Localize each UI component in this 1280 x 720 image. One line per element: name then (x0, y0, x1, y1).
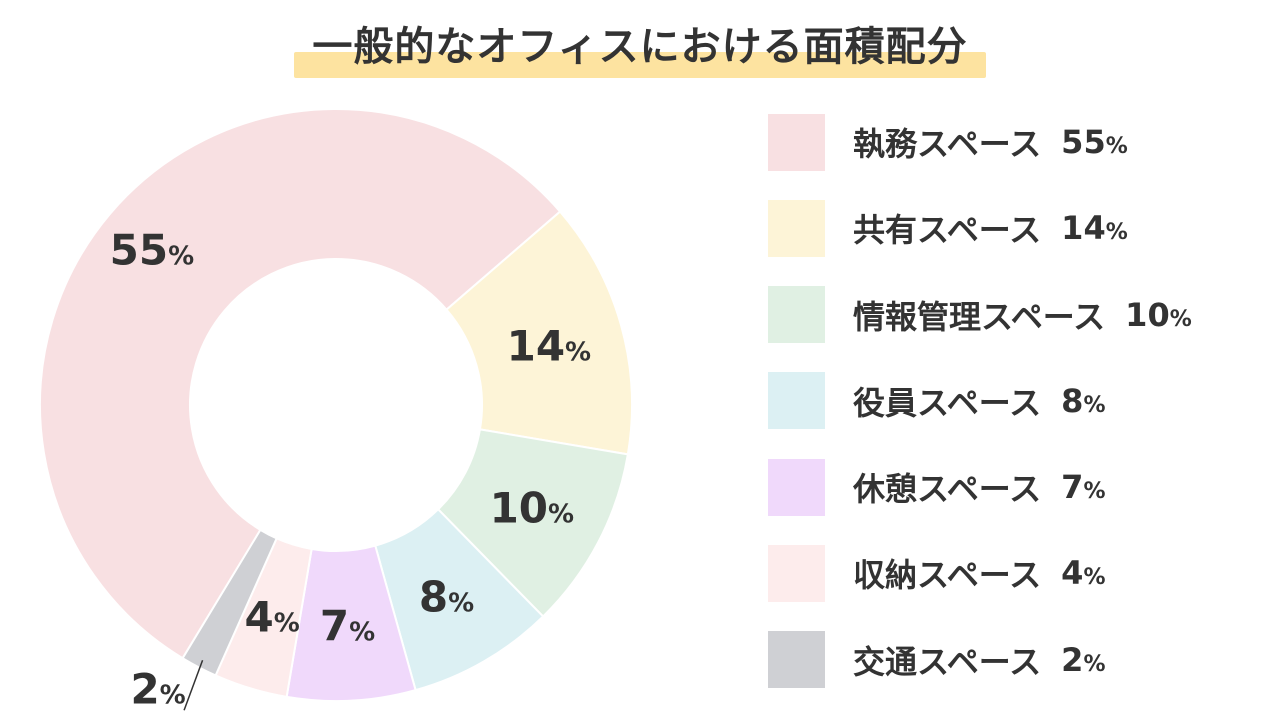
legend-swatch-exec (768, 372, 825, 430)
slice-office (39, 108, 562, 660)
legend-item-exec: 役員スペース 8% (768, 372, 1268, 430)
chart-title: 一般的なオフィスにおける面積配分 (294, 14, 986, 78)
legend-label-office: 執務スペース (853, 125, 1042, 163)
legend-label-shared: 共有スペース (853, 211, 1042, 250)
legend-value-office: 55% (1061, 123, 1128, 161)
legend-item-rest: 休憩スペース 7% (768, 458, 1268, 516)
legend-swatch-rest (768, 458, 825, 516)
legend-swatch-storage (768, 544, 825, 602)
legend-swatch-traffic (768, 631, 825, 689)
legend-label-info: 情報管理スペース (853, 297, 1106, 336)
slice-traffic (181, 528, 278, 677)
data-label-info: 10% (490, 483, 575, 532)
legend-value-storage: 4% (1061, 554, 1106, 593)
legend-unit-info: % (1169, 306, 1192, 332)
legend-unit-traffic: % (1083, 651, 1106, 677)
legend-swatch-office (768, 113, 825, 171)
legend-unit-rest: % (1083, 479, 1106, 505)
legend-label-storage: 収納スペース (853, 556, 1042, 595)
legend-value-shared: 14% (1061, 209, 1128, 248)
slice-shared (445, 210, 633, 456)
legend-unit-storage: % (1083, 565, 1106, 591)
legend-swatch-shared (768, 199, 825, 257)
chart-title-text: 一般的なオフィスにおける面積配分 (312, 24, 968, 70)
data-label-exec: 8% (419, 572, 474, 621)
legend-value-traffic: 2% (1061, 640, 1106, 679)
legend-item-info: 情報管理スペース 10% (768, 286, 1268, 344)
data-label-rest: 7% (320, 602, 375, 651)
data-label-traffic: 2% (130, 664, 185, 713)
legend-label-traffic: 交通スペース (853, 642, 1042, 681)
legend-label-exec: 役員スペース (853, 383, 1042, 422)
donut-chart: 55%14%10%8%7%4%2% (39, 108, 633, 713)
legend-label-rest: 休憩スペース (853, 470, 1042, 509)
legend-item-storage: 収納スペース 4% (768, 544, 1268, 602)
legend-swatch-info (768, 286, 825, 344)
legend-value-rest: 7% (1061, 468, 1106, 507)
legend-item-office: 執務スペース 55% (768, 113, 1268, 171)
legend-value-exec: 8% (1061, 381, 1106, 420)
legend: 執務スペース 55% 共有スペース 14% 情報管理スペース 10% 役員スペース 8% 休憩ス… (768, 113, 1268, 717)
legend-value-info: 10% (1125, 295, 1192, 334)
legend-unit-office: % (1105, 134, 1128, 159)
legend-unit-shared: % (1105, 220, 1128, 246)
legend-item-shared: 共有スペース 14% (768, 199, 1268, 257)
legend-item-traffic: 交通スペース 2% (768, 631, 1268, 689)
data-label-shared: 14% (507, 322, 592, 371)
data-label-office: 55% (110, 225, 195, 274)
chart-title-wrap: 一般的なオフィスにおける面積配分 (0, 14, 1280, 78)
leader-line-traffic (183, 659, 204, 711)
legend-unit-exec: % (1083, 392, 1106, 418)
